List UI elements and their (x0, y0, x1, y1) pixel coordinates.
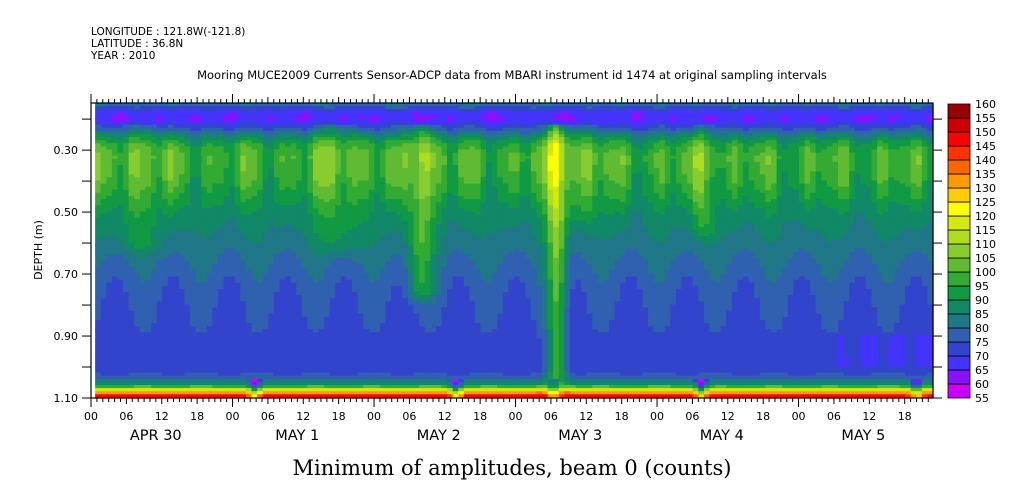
heatmap (95, 103, 933, 399)
header-latitude: LATITUDE : 36.8N (91, 38, 183, 50)
chart-svg: LONGITUDE : 121.8W(-121.8) LATITUDE : 36… (0, 0, 1009, 504)
header-year: YEAR : 2010 (90, 50, 155, 62)
chart-title: Mooring MUCE2009 Currents Sensor-ADCP da… (197, 68, 827, 82)
ferret-plot: LONGITUDE : 121.8W(-121.8) LATITUDE : 36… (0, 0, 1009, 504)
header-longitude: LONGITUDE : 121.8W(-121.8) (91, 26, 245, 38)
